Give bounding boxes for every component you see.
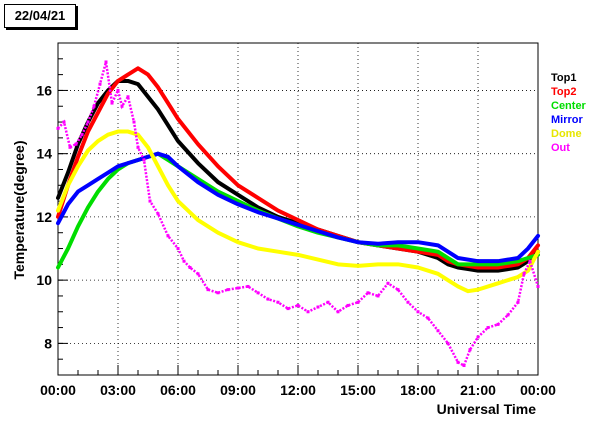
x-tick-label: 12:00 [280,382,316,398]
legend-entry-mirror: Mirror [551,114,584,126]
x-axis-label: Universal Time [437,401,537,417]
y-tick-label: 8 [44,335,52,351]
y-tick-label: 10 [36,272,52,288]
grid-lines [57,43,539,375]
series-out [56,60,540,368]
data-point [356,300,360,304]
data-point [236,286,240,290]
legend-entry-top2: Top2 [551,86,576,98]
data-point [104,60,108,64]
x-tick-label: 09:00 [220,382,256,398]
legend-entry-top1: Top1 [551,72,576,84]
legend-entry-dome: Dome [551,128,582,140]
data-point [216,291,220,295]
data-point [376,294,380,298]
data-point [296,303,300,307]
legend-entry-center: Center [551,100,587,112]
x-tick-label: 00:00 [40,382,76,398]
data-point [92,104,96,108]
x-tick-label: 03:00 [100,382,136,398]
date-label: 22/04/21 [4,4,76,28]
data-point [506,313,510,317]
data-point [68,145,72,149]
plot-frame [57,42,539,376]
data-point [286,307,290,311]
series-line-dome [56,129,540,294]
data-point [246,284,250,288]
x-tick-label: 06:00 [160,382,196,398]
legend: Top1 Top2 Center Mirror Dome Out [551,72,587,154]
data-point [346,303,350,307]
data-point [156,212,160,216]
series-group [56,60,540,368]
series-out-trail [57,61,540,368]
y-axis-label: Temperature(degree) [11,140,27,279]
data-point [366,291,370,295]
data-point [528,259,532,263]
data-point [226,288,230,292]
data-point [468,348,472,352]
x-tick-label: 21:00 [460,382,496,398]
y-tick-label: 14 [36,146,52,162]
data-point [446,341,450,345]
x-tick-label: 15:00 [340,382,376,398]
data-point [74,142,78,146]
data-point [110,101,114,105]
data-point [522,272,526,276]
x-tick-label: 00:00 [520,382,556,398]
y-tick-label: 12 [36,209,52,225]
data-point [116,88,120,92]
legend-entry-out: Out [551,142,570,154]
x-tick-label: 18:00 [400,382,436,398]
series-line-mirror [56,151,540,264]
data-point [426,316,430,320]
data-point [396,288,400,292]
data-point [188,265,192,269]
data-point [206,288,210,292]
data-point [462,364,466,368]
data-point [126,95,130,99]
y-tick-label: 16 [36,82,52,98]
